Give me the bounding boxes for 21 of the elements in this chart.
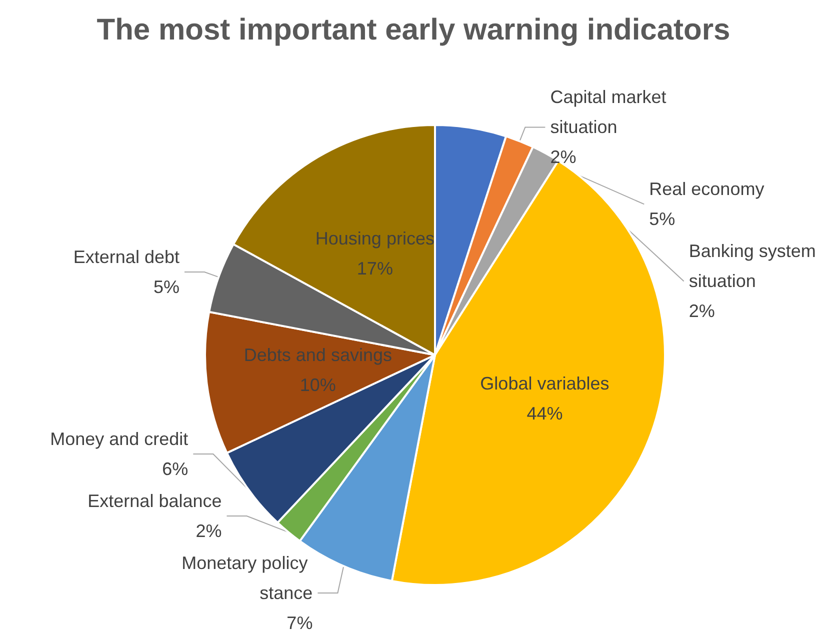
data-label: 44% xyxy=(526,403,563,424)
slice-label: Real economy xyxy=(649,179,764,200)
data-label: 7% xyxy=(286,613,313,633)
slice-label: External debt xyxy=(73,247,180,268)
slice-label: Debts and savings xyxy=(244,344,392,365)
data-label: 17% xyxy=(356,258,393,278)
data-label: 2% xyxy=(196,521,222,541)
slice-label: External balance xyxy=(88,491,222,511)
slice-label: Global variables xyxy=(480,373,610,394)
data-label: 2% xyxy=(550,147,576,168)
slice-label: Banking system situation xyxy=(688,241,821,292)
data-label: 5% xyxy=(153,277,180,298)
data-label: 2% xyxy=(688,301,715,322)
slice-label: Money and credit xyxy=(50,429,188,449)
slice-label: Capital market situation xyxy=(550,87,672,138)
slice-label: Housing prices xyxy=(315,228,434,248)
chart-title: The most important early warning indicators xyxy=(96,14,730,46)
slice-label: Monetary policy stance xyxy=(182,553,313,603)
data-label: 6% xyxy=(162,459,188,479)
data-label: 5% xyxy=(649,209,676,230)
data-label: 10% xyxy=(300,374,336,395)
